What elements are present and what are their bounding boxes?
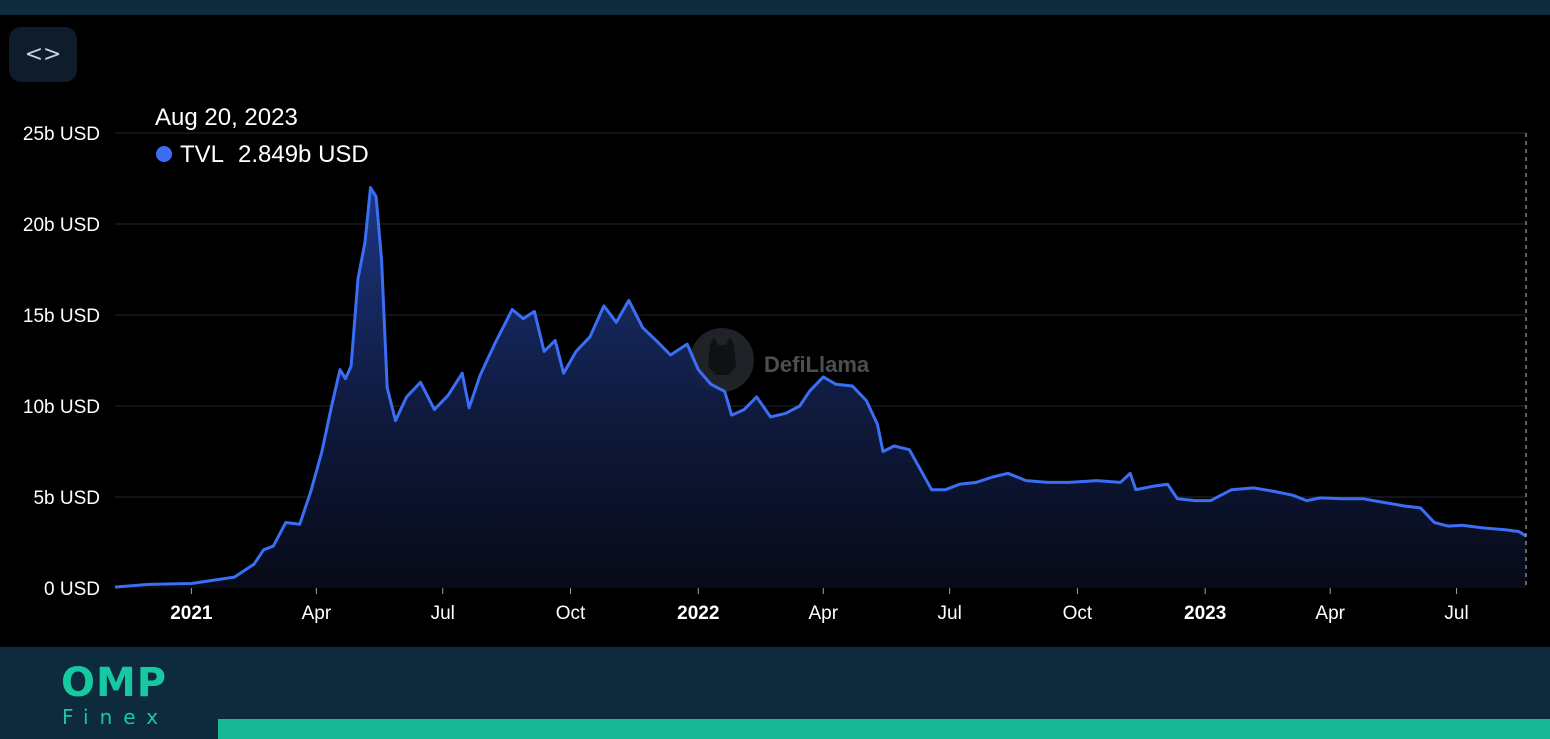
y-tick-label: 20b USD bbox=[23, 215, 100, 236]
x-tick-label: Oct bbox=[556, 603, 586, 624]
x-tick-label: Jul bbox=[431, 603, 455, 624]
x-tick-label: Apr bbox=[302, 603, 332, 624]
series-dot-icon bbox=[156, 146, 172, 162]
y-tick-label: 10b USD bbox=[23, 397, 100, 418]
tvl-line bbox=[114, 186, 1527, 589]
x-tick-label: Jul bbox=[938, 603, 962, 624]
y-tick-label: 5b USD bbox=[33, 488, 100, 509]
omp-logo: OMP bbox=[61, 660, 168, 706]
tooltip-series-name: TVL bbox=[180, 141, 224, 168]
footer-accent-bar bbox=[218, 719, 1550, 739]
y-axis: 0 USD 5b USD 10b USD 15b USD 20b USD 25b USD bbox=[23, 124, 100, 600]
x-tick-label: Jul bbox=[1444, 603, 1468, 624]
y-tick-label: 15b USD bbox=[23, 306, 100, 327]
watermark-text: DefiLlama bbox=[764, 352, 870, 377]
chart-panel: <> 0 USD 5b USD 10b USD 15b USD 20b USD 25b U… bbox=[0, 15, 1550, 647]
x-tick-label: Apr bbox=[1315, 603, 1345, 624]
x-tick-label: 2022 bbox=[677, 603, 719, 624]
code-brackets-icon: <> bbox=[24, 42, 62, 67]
x-tick-label: 2021 bbox=[170, 603, 213, 624]
defillama-watermark: DefiLlama bbox=[690, 328, 870, 392]
x-tick-label: Oct bbox=[1063, 603, 1093, 624]
tooltip-value: 2.849b USD bbox=[238, 141, 369, 168]
y-tick-label: 0 USD bbox=[44, 579, 100, 600]
finex-logo-text: Finex bbox=[62, 705, 170, 729]
tooltip-date: Aug 20, 2023 bbox=[155, 104, 298, 131]
x-axis: 2021 Apr Jul Oct 2022 Apr Jul Oct 2023 Apr Jul bbox=[170, 588, 1469, 624]
tvl-area bbox=[115, 187, 1526, 588]
x-tick-label: 2023 bbox=[1184, 603, 1226, 624]
embed-code-button[interactable]: <> bbox=[9, 27, 77, 82]
x-tick-label: Apr bbox=[808, 603, 838, 624]
y-tick-label: 25b USD bbox=[23, 124, 100, 145]
hover-tooltip: Aug 20, 2023 TVL 2.849b USD bbox=[155, 104, 369, 168]
